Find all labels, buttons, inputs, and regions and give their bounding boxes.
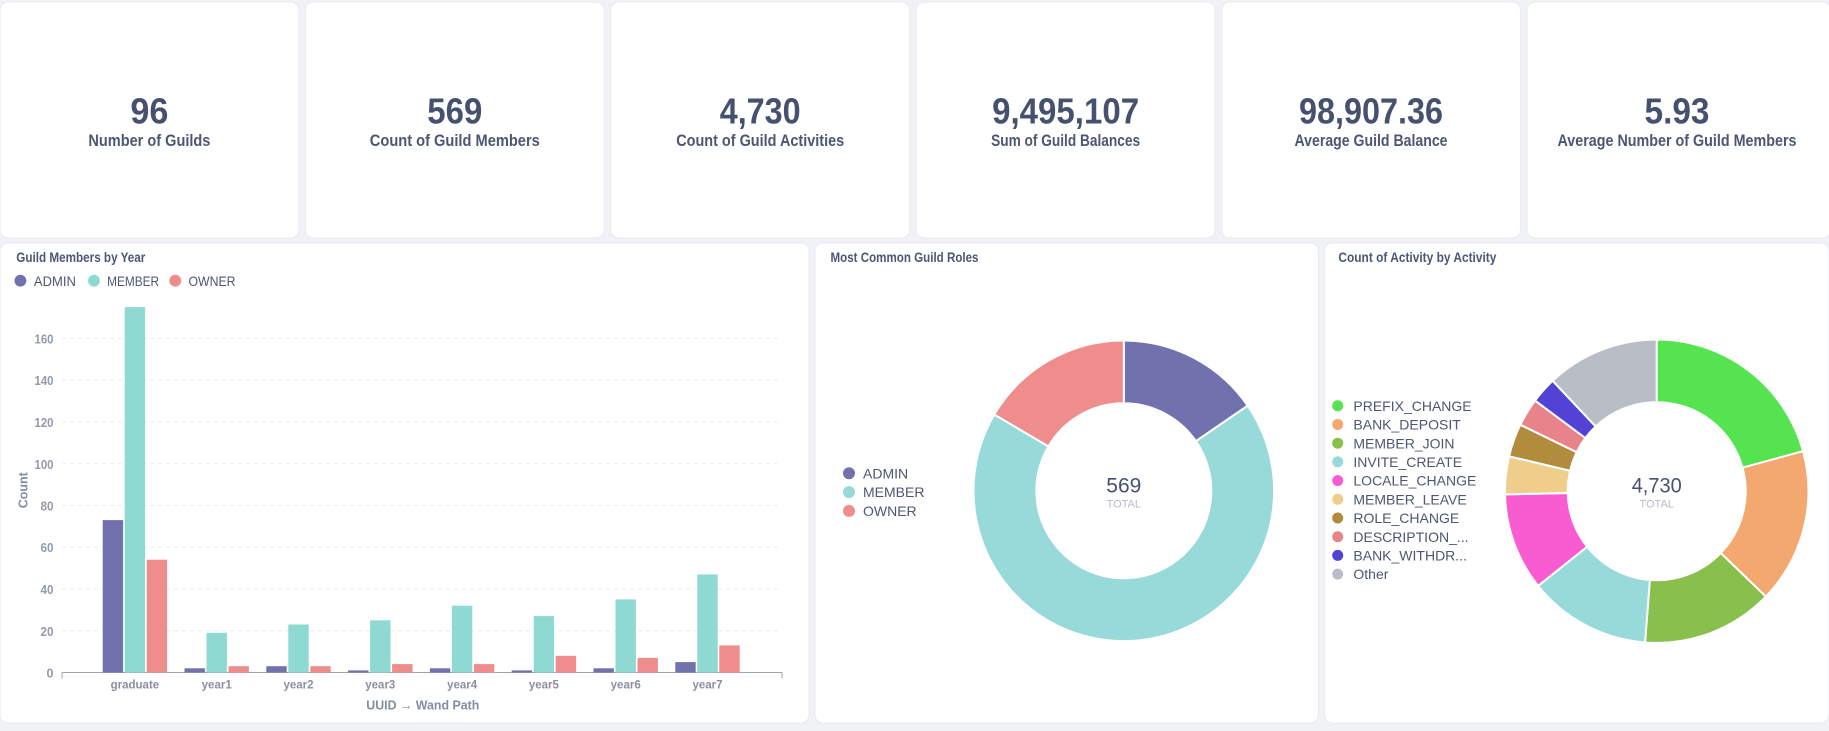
svg-text:PREFIX_CHANGE: PREFIX_CHANGE xyxy=(1353,398,1471,414)
svg-text:INVITE_CREATE: INVITE_CREATE xyxy=(1353,454,1462,470)
svg-text:Average Number of Guild Member: Average Number of Guild Members xyxy=(1558,132,1797,150)
svg-text:year3: year3 xyxy=(365,680,395,692)
svg-text:MEMBER_JOIN: MEMBER_JOIN xyxy=(1353,435,1454,451)
svg-text:LOCALE_CHANGE: LOCALE_CHANGE xyxy=(1353,473,1476,489)
svg-text:MEMBER: MEMBER xyxy=(107,273,159,289)
svg-text:60: 60 xyxy=(41,540,54,555)
svg-text:96: 96 xyxy=(130,90,168,131)
svg-text:OWNER: OWNER xyxy=(863,503,917,519)
svg-text:TOTAL: TOTAL xyxy=(1639,499,1673,511)
svg-text:Other: Other xyxy=(1353,566,1388,582)
svg-text:Sum of Guild Balances: Sum of Guild Balances xyxy=(991,132,1140,150)
svg-text:BANK_WITHDR...: BANK_WITHDR... xyxy=(1353,548,1467,564)
svg-text:year4: year4 xyxy=(447,680,478,692)
svg-text:98,907.36: 98,907.36 xyxy=(1299,90,1443,131)
svg-text:ROLE_CHANGE: ROLE_CHANGE xyxy=(1353,510,1459,526)
svg-text:Count of Guild Members: Count of Guild Members xyxy=(370,132,540,150)
svg-text:569: 569 xyxy=(427,90,482,131)
svg-text:year5: year5 xyxy=(529,680,560,692)
svg-text:BANK_DEPOSIT: BANK_DEPOSIT xyxy=(1353,417,1461,433)
svg-text:graduate: graduate xyxy=(111,680,160,692)
svg-text:year1: year1 xyxy=(202,680,233,692)
svg-text:Count of Guild Activities: Count of Guild Activities xyxy=(676,132,844,150)
svg-text:year6: year6 xyxy=(611,680,641,692)
svg-text:160: 160 xyxy=(35,332,54,347)
svg-text:Count of Activity by Activity: Count of Activity by Activity xyxy=(1338,249,1496,265)
svg-text:Most Common Guild Roles: Most Common Guild Roles xyxy=(831,249,979,265)
svg-text:0: 0 xyxy=(47,666,54,681)
svg-text:OWNER: OWNER xyxy=(189,273,236,289)
svg-text:ADMIN: ADMIN xyxy=(863,465,908,481)
svg-text:80: 80 xyxy=(41,499,54,514)
svg-text:100: 100 xyxy=(35,457,54,472)
svg-text:5.93: 5.93 xyxy=(1645,90,1710,131)
svg-text:year7: year7 xyxy=(692,680,722,692)
svg-text:Count: Count xyxy=(16,471,30,508)
svg-text:Average Guild Balance: Average Guild Balance xyxy=(1295,132,1448,150)
svg-text:UUID → Wand Path: UUID → Wand Path xyxy=(366,698,479,713)
svg-text:MEMBER: MEMBER xyxy=(863,484,924,500)
svg-text:140: 140 xyxy=(35,373,54,388)
svg-text:Guild Members by Year: Guild Members by Year xyxy=(16,249,145,265)
svg-text:4,730: 4,730 xyxy=(1632,475,1682,498)
svg-text:4,730: 4,730 xyxy=(720,90,801,131)
svg-text:20: 20 xyxy=(41,624,54,639)
svg-text:MEMBER_LEAVE: MEMBER_LEAVE xyxy=(1353,491,1466,507)
svg-text:40: 40 xyxy=(41,582,54,597)
svg-text:9,495,107: 9,495,107 xyxy=(992,90,1139,131)
svg-text:Number of Guilds: Number of Guilds xyxy=(88,132,210,150)
svg-text:year2: year2 xyxy=(283,680,313,692)
svg-text:569: 569 xyxy=(1106,475,1141,498)
svg-text:ADMIN: ADMIN xyxy=(34,273,76,289)
svg-text:120: 120 xyxy=(35,415,54,430)
svg-text:TOTAL: TOTAL xyxy=(1107,499,1141,511)
svg-text:DESCRIPTION_...: DESCRIPTION_... xyxy=(1353,529,1468,545)
